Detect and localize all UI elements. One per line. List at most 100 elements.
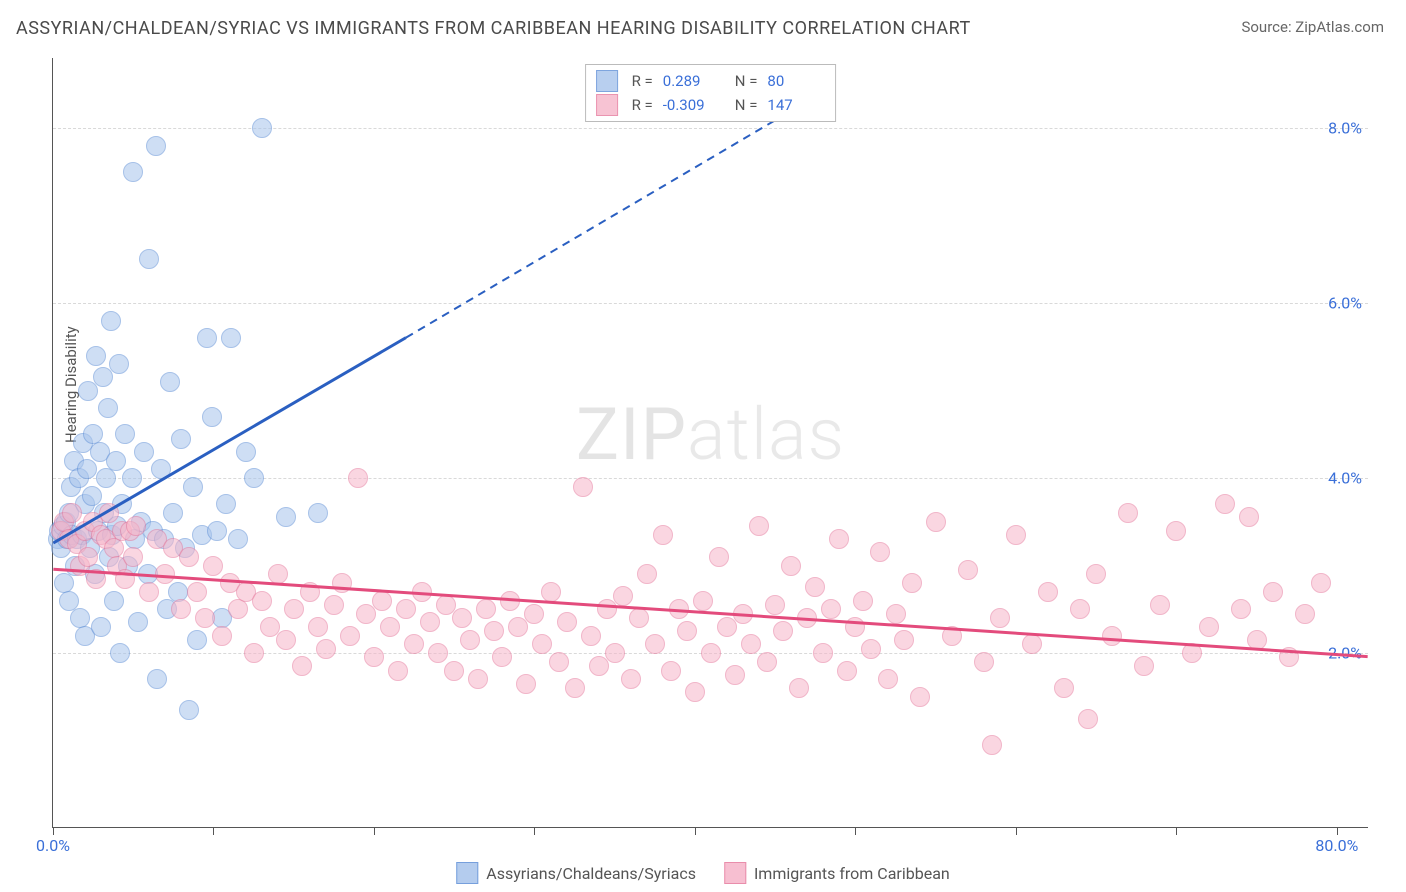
data-point xyxy=(829,529,849,549)
data-point xyxy=(926,512,946,532)
legend-label: Immigrants from Caribbean xyxy=(754,864,950,883)
data-point xyxy=(942,626,962,646)
data-point xyxy=(122,468,142,488)
data-point xyxy=(661,661,681,681)
data-point xyxy=(276,507,296,527)
data-point xyxy=(96,468,116,488)
data-point xyxy=(484,621,504,641)
data-point xyxy=(573,477,593,497)
stat-n-label: N = xyxy=(735,72,758,90)
chart-title: ASSYRIAN/CHALDEAN/SYRIAC VS IMMIGRANTS F… xyxy=(16,18,971,39)
data-point xyxy=(197,328,217,348)
data-point xyxy=(910,687,930,707)
data-point xyxy=(1239,507,1259,527)
data-point xyxy=(324,595,344,615)
data-point xyxy=(613,586,633,606)
data-point xyxy=(134,442,154,462)
data-point xyxy=(396,599,416,619)
data-point xyxy=(1022,634,1042,654)
x-tick xyxy=(1016,827,1017,835)
data-point xyxy=(444,661,464,681)
data-point xyxy=(332,573,352,593)
data-point xyxy=(244,643,264,663)
data-point xyxy=(62,503,82,523)
data-point xyxy=(228,599,248,619)
data-point xyxy=(549,652,569,672)
stat-r-value: 0.289 xyxy=(663,72,721,90)
data-point xyxy=(541,582,561,602)
data-point xyxy=(109,354,129,374)
data-point xyxy=(1247,630,1267,650)
data-point xyxy=(216,494,236,514)
x-tick xyxy=(1176,827,1177,835)
data-point xyxy=(160,372,180,392)
legend-swatch xyxy=(596,70,618,92)
data-point xyxy=(340,626,360,646)
data-point xyxy=(677,621,697,641)
data-point xyxy=(163,503,183,523)
data-point xyxy=(1263,582,1283,602)
data-point xyxy=(845,617,865,637)
data-point xyxy=(115,424,135,444)
stat-r-value: -0.309 xyxy=(663,96,721,114)
data-point xyxy=(749,516,769,536)
data-point xyxy=(597,599,617,619)
data-point xyxy=(99,503,119,523)
data-point xyxy=(268,564,288,584)
data-point xyxy=(98,398,118,418)
chart-container: ASSYRIAN/CHALDEAN/SYRIAC VS IMMIGRANTS F… xyxy=(0,0,1406,892)
data-point xyxy=(902,573,922,593)
data-point xyxy=(709,547,729,567)
data-point xyxy=(171,599,191,619)
data-point xyxy=(452,608,472,628)
data-point xyxy=(653,525,673,545)
data-point xyxy=(146,136,166,156)
legend-label: Assyrians/Chaldeans/Syriacs xyxy=(486,864,696,883)
x-tick xyxy=(695,827,696,835)
data-point xyxy=(348,468,368,488)
data-point xyxy=(126,516,146,536)
data-point xyxy=(244,468,264,488)
data-point xyxy=(789,678,809,698)
data-point xyxy=(356,604,376,624)
data-point xyxy=(1006,525,1026,545)
data-point xyxy=(605,643,625,663)
data-point xyxy=(276,630,296,650)
data-point xyxy=(1054,678,1074,698)
legend-swatch xyxy=(456,862,478,884)
data-point xyxy=(581,626,601,646)
source-attribution: Source: ZipAtlas.com xyxy=(1241,18,1384,36)
data-point xyxy=(886,604,906,624)
stats-legend-row: R =0.289N =80 xyxy=(586,69,836,93)
data-point xyxy=(284,599,304,619)
data-point xyxy=(86,569,106,589)
data-point xyxy=(717,617,737,637)
data-point xyxy=(292,656,312,676)
data-point xyxy=(805,577,825,597)
data-point xyxy=(741,634,761,654)
data-point xyxy=(813,643,833,663)
data-point xyxy=(316,639,336,659)
data-point xyxy=(468,669,488,689)
data-point xyxy=(1231,599,1251,619)
data-point xyxy=(701,643,721,663)
data-point xyxy=(982,735,1002,755)
data-point xyxy=(412,582,432,602)
legend-swatch xyxy=(724,862,746,884)
x-tick xyxy=(374,827,375,835)
data-point xyxy=(364,647,384,667)
data-point xyxy=(221,328,241,348)
data-point xyxy=(104,591,124,611)
data-point xyxy=(207,521,227,541)
data-point xyxy=(123,547,143,567)
data-point xyxy=(637,564,657,584)
data-point xyxy=(781,556,801,576)
data-point xyxy=(557,612,577,632)
data-point xyxy=(203,556,223,576)
data-point xyxy=(645,634,665,654)
data-point xyxy=(202,407,222,427)
stat-n-value: 80 xyxy=(767,72,825,90)
data-point xyxy=(621,669,641,689)
data-point xyxy=(147,669,167,689)
data-point xyxy=(1166,521,1186,541)
